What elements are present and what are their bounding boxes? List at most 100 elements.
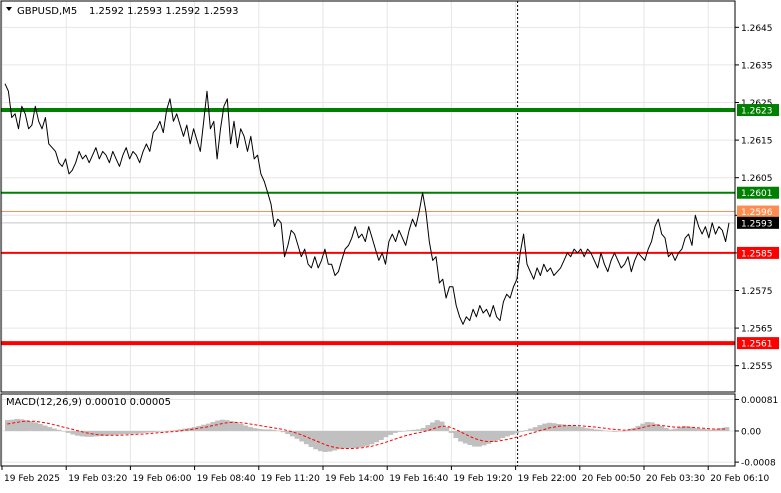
level-price-label: 1.2596 <box>741 208 773 218</box>
macd-bar <box>252 428 258 431</box>
x-tick-label: 19 Feb 16:40 <box>389 474 448 484</box>
macd-bar <box>9 419 15 431</box>
macd-bar <box>65 431 71 433</box>
macd-bar <box>472 431 478 447</box>
ohlc-readout: 1.2592 1.2593 1.2592 1.2593 <box>89 6 239 17</box>
macd-bar <box>621 431 627 432</box>
macd-bar <box>191 427 197 431</box>
macd-bar <box>672 428 678 431</box>
macd-bar <box>318 431 324 452</box>
macd-bar <box>336 431 342 450</box>
macd-bar <box>490 431 496 442</box>
macd-bar <box>219 419 225 431</box>
macd-bar <box>588 428 594 431</box>
macd-bar <box>546 422 552 431</box>
macd-bar <box>397 431 403 432</box>
x-tick-label: 19 Feb 14:00 <box>325 474 384 484</box>
macd-bar <box>430 422 436 431</box>
macd-bar <box>724 427 730 431</box>
macd-bar <box>224 420 230 431</box>
macd-bar <box>205 423 211 431</box>
macd-bar <box>23 420 29 431</box>
macd-bar <box>145 431 151 433</box>
y-tick-label: 1.2605 <box>741 174 773 184</box>
macd-bar <box>332 431 338 451</box>
macd-y-tick-label: 0.00 <box>741 427 761 437</box>
macd-bar <box>392 431 398 433</box>
macd-bar <box>574 426 580 431</box>
macd-bar <box>495 431 501 440</box>
macd-bar <box>528 428 534 431</box>
macd-bar <box>542 423 548 431</box>
macd-bar <box>598 429 604 431</box>
macd-bar <box>668 429 674 431</box>
macd-bar <box>677 426 683 431</box>
macd-bar <box>462 431 468 444</box>
x-tick-label: 19 Feb 03:20 <box>68 474 127 484</box>
y-tick-label: 1.2575 <box>741 287 773 297</box>
macd-bar <box>149 431 155 433</box>
macd-bar <box>182 428 188 431</box>
macd-bar <box>355 431 361 448</box>
level-price-label: 1.2585 <box>741 249 773 259</box>
macd-bar <box>579 427 585 431</box>
macd-bar <box>266 429 272 431</box>
macd-bar <box>388 431 394 435</box>
macd-bar <box>93 431 99 437</box>
x-tick-label: 19 Feb 08:40 <box>197 474 256 484</box>
macd-bar <box>98 431 104 437</box>
macd-bar <box>196 425 202 431</box>
price-axis: 1.26451.26351.26251.26151.26051.25951.25… <box>735 24 779 372</box>
macd-bar <box>411 429 417 431</box>
chart-frame <box>0 0 736 467</box>
x-tick-label: 19 Feb 11:20 <box>261 474 320 484</box>
macd-bar <box>280 431 286 433</box>
x-tick-label: 19 Feb 22:00 <box>518 474 577 484</box>
macd-bar <box>322 431 328 452</box>
macd-indicator <box>5 418 730 452</box>
macd-bar <box>215 420 221 431</box>
macd-bar <box>177 429 183 431</box>
macd-pane-border <box>0 393 736 467</box>
macd-bar <box>107 431 113 436</box>
macd-bar <box>360 431 366 447</box>
symbol-menu-icon[interactable] <box>6 7 12 11</box>
macd-bar <box>294 431 300 439</box>
macd-bar <box>458 431 464 442</box>
macd-bar <box>565 425 571 431</box>
chart-header: GBPUSD,M5 1.2592 1.2593 1.2592 1.2593 <box>6 6 239 17</box>
macd-bar <box>444 427 450 431</box>
macd-bar <box>369 431 375 445</box>
macd-bar <box>341 431 347 449</box>
macd-bar <box>37 424 43 431</box>
macd-bar <box>285 431 291 435</box>
macd-bar <box>532 427 538 431</box>
macd-bar <box>173 430 179 431</box>
macd-bar <box>523 430 529 431</box>
price-line <box>4 83 730 325</box>
macd-bar <box>5 420 11 431</box>
macd-bar <box>374 431 380 443</box>
macd-bar <box>117 431 123 435</box>
macd-bar <box>420 427 426 431</box>
macd-bar <box>467 431 473 445</box>
macd-bar <box>710 429 716 431</box>
macd-bar <box>509 431 515 435</box>
price-series <box>4 83 730 325</box>
macd-bar <box>19 419 25 431</box>
macd-bar <box>187 427 193 431</box>
macd-bar <box>303 431 309 445</box>
y-tick-label: 1.2635 <box>741 61 773 71</box>
current-price-tag <box>737 216 779 229</box>
macd-bar <box>602 430 608 432</box>
macd-bar <box>425 425 431 431</box>
macd-bar <box>654 424 660 431</box>
macd-bar <box>299 431 305 442</box>
macd-bar <box>84 431 90 437</box>
current-price-label: 1.2593 <box>741 219 773 229</box>
macd-bar <box>168 430 174 432</box>
macd-bar <box>121 431 127 435</box>
macd-bar <box>233 422 239 431</box>
